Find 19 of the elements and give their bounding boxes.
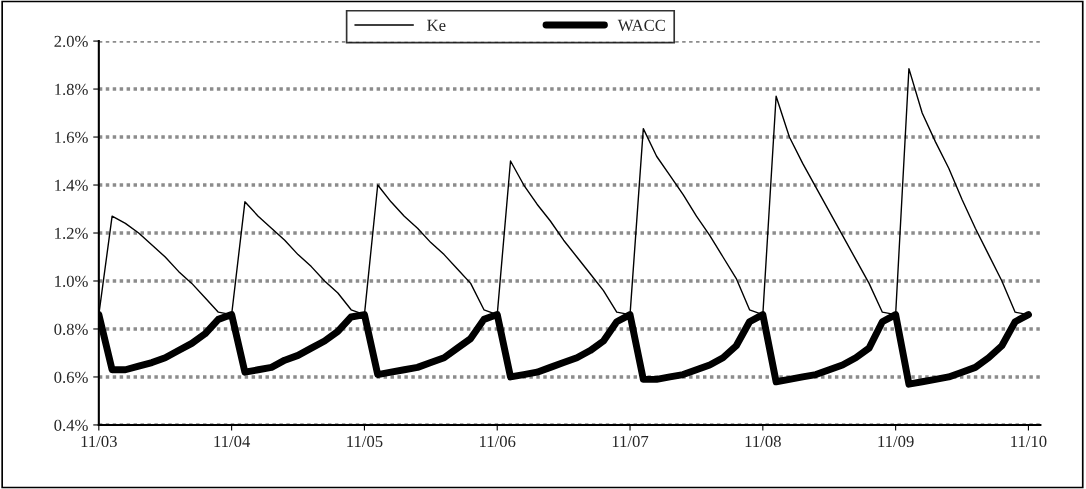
x-tick-label: 11/09 xyxy=(878,435,914,448)
x-tick-label: 11/10 xyxy=(1011,435,1047,448)
y-tick-label: 2.0% xyxy=(54,35,88,48)
y-tick-label: 1.2% xyxy=(55,227,88,240)
legend-label: WACC xyxy=(617,19,665,32)
x-tick-label: 11/07 xyxy=(612,435,649,448)
y-tick-label: 1.0% xyxy=(55,275,88,288)
y-tick-label: 0.4% xyxy=(54,419,88,431)
x-tick-label: 11/05 xyxy=(347,435,383,448)
x-tick-label: 11/04 xyxy=(214,435,251,448)
y-tick-label: 1.6% xyxy=(55,131,88,144)
y-tick-label: 0.6% xyxy=(54,371,88,383)
y-tick-label: 0.8% xyxy=(54,323,88,335)
y-tick-label: 1.8% xyxy=(55,83,88,96)
x-tick-label: 11/08 xyxy=(745,435,781,448)
x-tick-label: 11/06 xyxy=(480,435,516,448)
y-tick-label: 1.4% xyxy=(55,179,88,192)
x-tick-label: 11/03 xyxy=(81,435,117,448)
legend-label: Ke xyxy=(427,19,446,31)
